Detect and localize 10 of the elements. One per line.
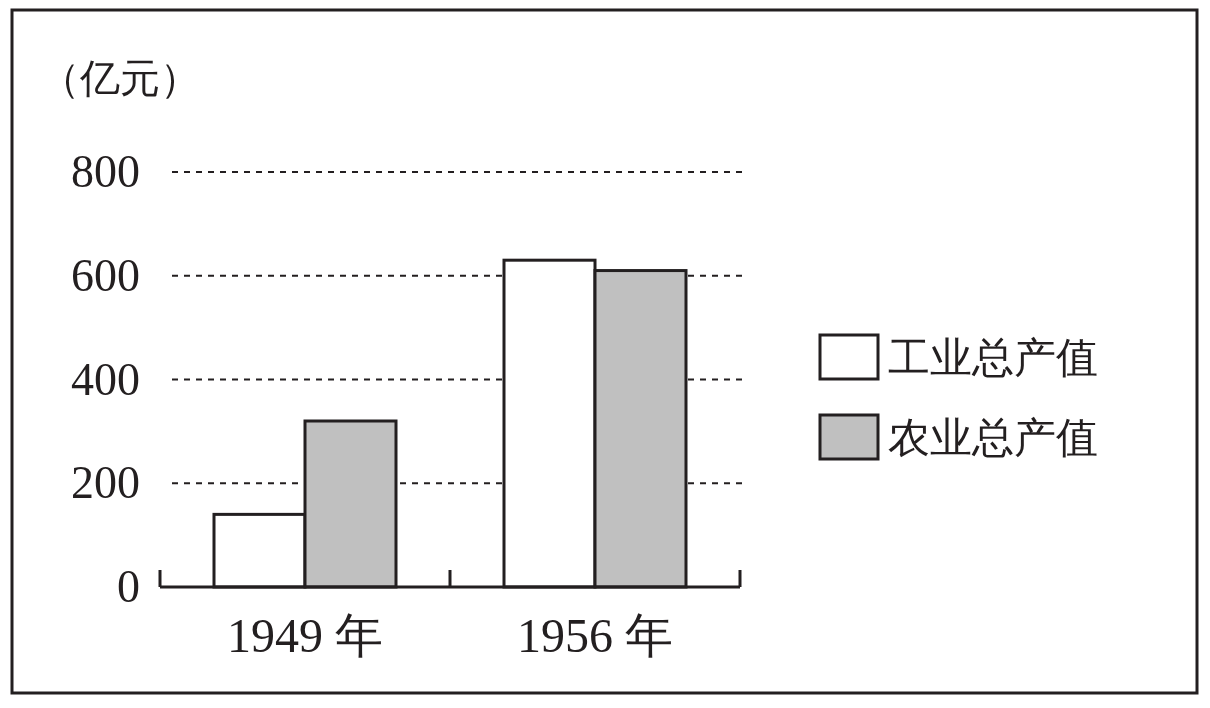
ylabel: （亿元） <box>40 56 200 101</box>
ytick: 600 <box>71 249 140 301</box>
ytick: 800 <box>71 146 140 197</box>
ytick: 400 <box>71 353 140 405</box>
legend: 农业总产值 <box>888 415 1098 461</box>
xtick: 1949 年 <box>227 609 383 662</box>
xtick: 1956 年 <box>517 609 673 662</box>
ytick: 0 <box>117 561 140 612</box>
legend: 工业总产值 <box>888 335 1098 381</box>
ytick: 200 <box>71 457 140 509</box>
